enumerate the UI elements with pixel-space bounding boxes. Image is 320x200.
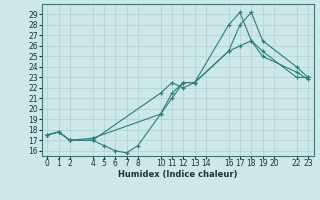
X-axis label: Humidex (Indice chaleur): Humidex (Indice chaleur): [118, 170, 237, 179]
